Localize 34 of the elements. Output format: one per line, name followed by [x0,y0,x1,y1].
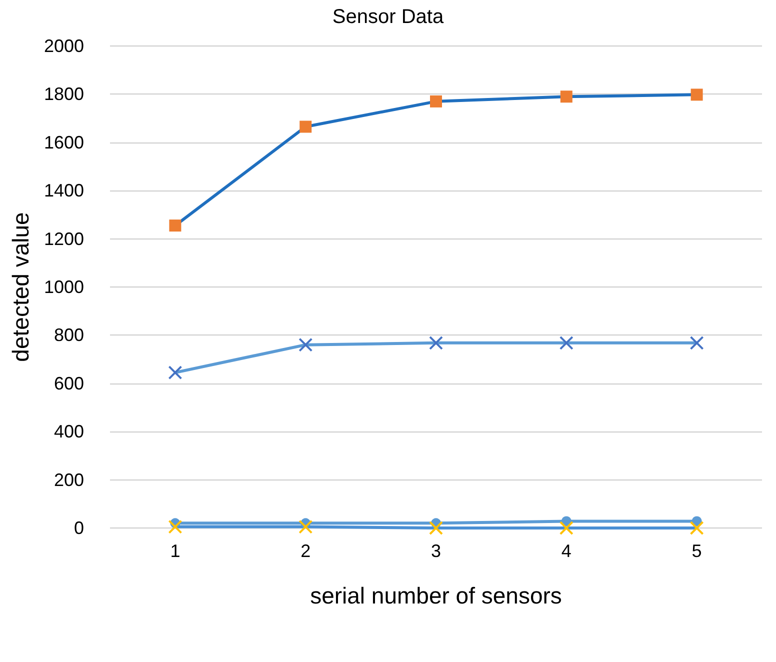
point [559,521,574,535]
y-tick-label: 400 [54,422,84,442]
point [560,90,572,103]
y-tick-label: 600 [54,373,84,394]
y-axis-title: detected value [8,212,34,362]
point [430,95,442,108]
y-tick-label: 1200 [44,228,84,249]
point [559,336,574,350]
y-tick-label: 0 [74,518,84,538]
x-axis-title: serial number of sensors [310,582,562,608]
point [690,88,703,101]
y-tick-label: 1000 [44,277,84,297]
chart-title: Sensor Data [332,6,444,28]
y-tick-label: 200 [54,470,84,490]
y-tick-label: 1600 [44,132,84,152]
y-tick-label: 2000 [44,36,84,56]
point [690,521,704,535]
point [298,338,313,352]
x-tick-label: 1 [170,541,180,561]
x-tick-label: 2 [300,541,311,561]
point [168,520,182,534]
point [429,521,443,535]
point [429,336,443,350]
point [300,120,312,133]
y-tick-label: 800 [54,325,84,346]
point [690,336,704,350]
point [298,520,313,534]
x-tick-label: 4 [561,541,572,561]
point [169,220,182,232]
x-tick-label: 5 [692,541,702,561]
y-tick-label: 1400 [44,180,84,201]
x-tick-label: 3 [430,541,442,561]
point [168,366,182,380]
y-tick-label: 1800 [44,84,84,104]
